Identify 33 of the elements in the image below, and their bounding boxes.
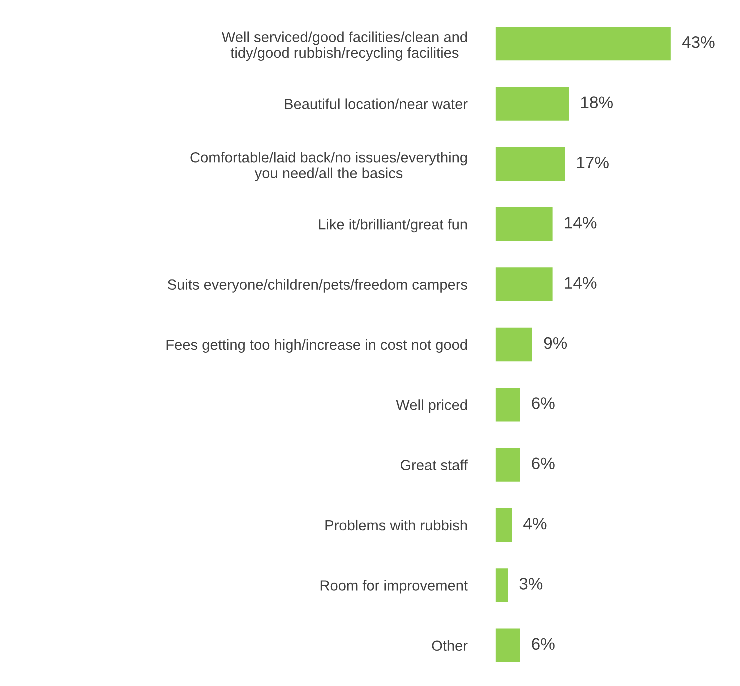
y-tick-label: Well priced	[396, 400, 468, 414]
y-tick-label: Problems with rubbish	[326, 520, 468, 531]
bar	[496, 268, 553, 302]
bar	[496, 388, 520, 422]
data-label: 6%	[532, 458, 555, 470]
data-label: 3%	[520, 578, 543, 590]
y-tick-label: Fees getting too high/increase in cost not good	[166, 339, 468, 354]
y-tick-label: Comfortable/laid back/no issues/everything you need/all the basics	[190, 152, 468, 182]
y-tick-label: Well serviced/good facilities/clean and tidy/good rubbish/recycling facilities	[222, 32, 468, 62]
data-label: 17%	[577, 156, 609, 169]
data-label: 6%	[532, 398, 555, 410]
bar	[496, 208, 553, 242]
data-label: 18%	[581, 96, 613, 108]
y-tick-label: Great staff	[400, 460, 468, 471]
y-tick-label: Room for improvement	[320, 580, 468, 594]
data-label: 9%	[544, 337, 568, 350]
bar	[496, 448, 520, 482]
bar	[496, 328, 532, 362]
bar	[496, 508, 512, 542]
data-label: 14%	[565, 277, 597, 289]
y-tick-label: Like it/brilliant/great fun	[319, 219, 468, 233]
bar	[496, 568, 508, 602]
data-label: 6%	[532, 638, 555, 650]
data-label: 43%	[682, 36, 715, 48]
y-tick-label: Suits everyone/children/pets/freedom campers	[168, 279, 468, 293]
y-tick-label: Other	[432, 640, 468, 652]
bar	[496, 147, 566, 182]
bar	[496, 87, 570, 121]
bar	[496, 26, 671, 61]
data-label: 14%	[565, 217, 597, 229]
bar	[496, 628, 520, 662]
y-tick-label: Beautiful location/near water	[285, 98, 468, 110]
data-label: 4%	[524, 518, 547, 530]
